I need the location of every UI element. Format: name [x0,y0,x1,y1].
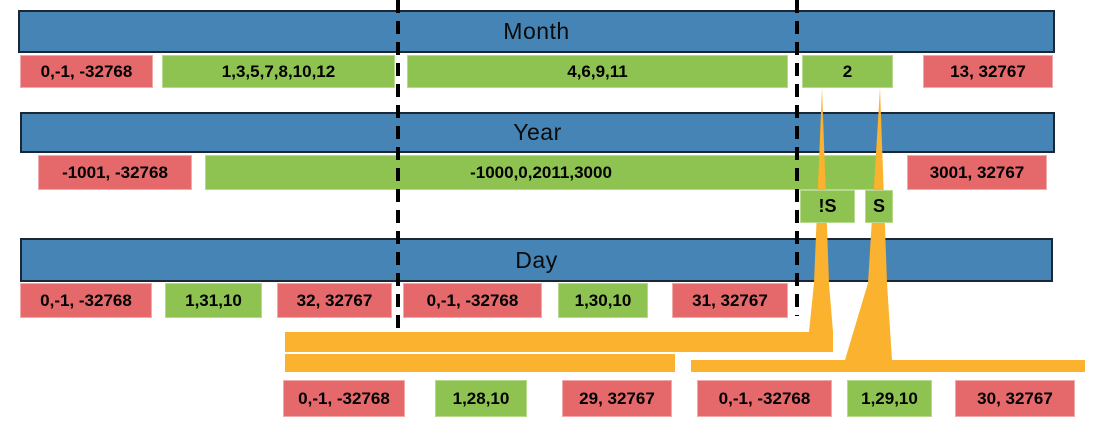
feb-leap-valid-box: 1,29,10 [847,380,932,417]
month-february-box: 2 [802,55,893,88]
month-31day-box: 1,3,5,7,8,10,12 [162,55,395,88]
month-bar: Month [18,10,1055,53]
boundary-line-left [396,0,400,332]
feb-leap-invalid-low-box: 0,-1, -32768 [697,380,832,417]
funnel-notleap-bar-lower [285,354,675,372]
day30-invalid-high-box: 31, 32767 [672,283,788,318]
funnel-notleap-bar-upper [285,332,833,352]
day30-valid-box: 1,30,10 [558,283,648,318]
not-leap-year-flag: !S [800,190,855,223]
feb-leap-invalid-high-box: 30, 32767 [955,380,1075,417]
feb-nonleap-invalid-high-box: 29, 32767 [562,380,672,417]
day31-invalid-low-box: 0,-1, -32768 [20,283,152,318]
year-bar: Year [20,112,1055,153]
month-bar-title: Month [503,18,570,44]
year-valid-box: -1000,0,2011,3000 [205,155,877,190]
feb-nonleap-invalid-low-box: 0,-1, -32768 [283,380,405,417]
day-bar: Day [20,238,1053,282]
day30-invalid-low-box: 0,-1, -32768 [403,283,542,318]
day31-invalid-high-box: 32, 32767 [277,283,392,318]
leap-year-flag: S [865,190,893,223]
month-30day-box: 4,6,9,11 [407,55,788,88]
funnel-leap-bar [691,360,1085,372]
boundary-line-right [795,0,799,316]
year-invalid-high-box: 3001, 32767 [907,155,1047,190]
year-bar-title: Year [513,119,562,145]
feb-nonleap-valid-box: 1,28,10 [435,380,527,417]
day-bar-title: Day [515,246,558,273]
month-invalid-high-box: 13, 32767 [923,55,1053,88]
month-invalid-low-box: 0,-1, -32768 [20,55,153,88]
year-invalid-low-box: -1001, -32768 [38,155,192,190]
day31-valid-box: 1,31,10 [165,283,262,318]
